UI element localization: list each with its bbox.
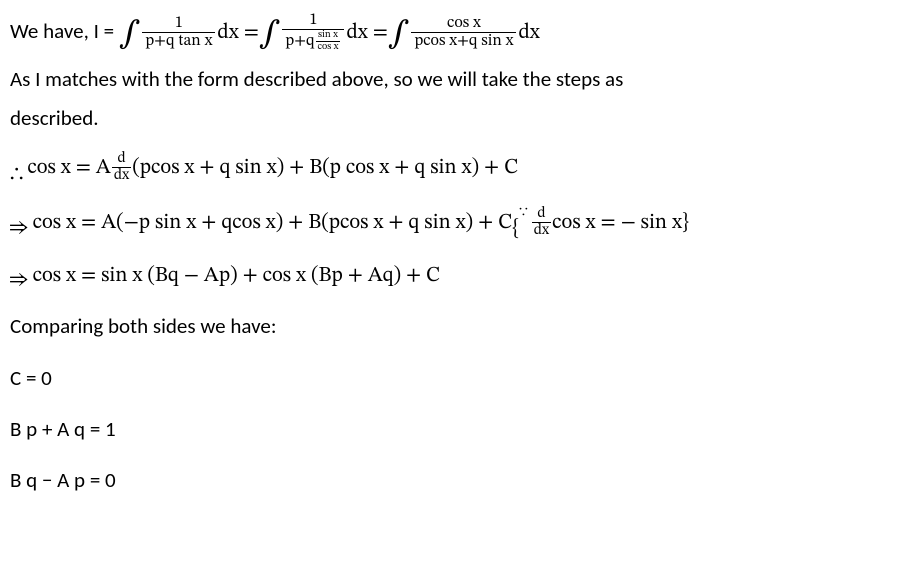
line-c-zero: C = 0 bbox=[10, 364, 895, 393]
text-described: described. bbox=[10, 104, 99, 133]
dx-tail: dx bbox=[518, 18, 539, 47]
dx-eq-2: dx = bbox=[346, 18, 387, 47]
line-therefore: ∴ cos x = A d dx (pcos x + q sin x) + B(… bbox=[10, 151, 895, 184]
text-bp-aq-1: B p + A q = 1 bbox=[10, 415, 116, 444]
therefore-symbol: ∴ bbox=[10, 159, 23, 188]
frac-d-dx-1: d dx bbox=[112, 151, 131, 184]
eq4-a: cos x = A(−p sin x + qcos x) + B(pcos x … bbox=[33, 208, 513, 237]
document-page: We have, I = ∫ 1 p+q tan x dx = ∫ 1 p+q … bbox=[0, 0, 905, 502]
eq-implies-1: cos x = A(−p sin x + qcos x) + B(pcos x … bbox=[33, 206, 689, 239]
eq3-a: cos x = A bbox=[27, 153, 111, 182]
implies-symbol-2: ⇒ bbox=[10, 265, 29, 294]
frac-2-den: p+q sin x cos x bbox=[282, 29, 344, 52]
integral-sign-3: ∫ bbox=[388, 19, 410, 51]
eq3-b: (pcos x + q sin x) + B(p cos x + q sin x… bbox=[132, 153, 518, 182]
line-bq-ap-0: B q − A p = 0 bbox=[10, 466, 895, 495]
implies-symbol-1: ⇒ bbox=[10, 213, 29, 242]
line-implies-2: ⇒ cos x = sin x (Bq − Ap) + cos x (Bp + … bbox=[10, 261, 895, 290]
frac-2: 1 p+q sin x cos x bbox=[282, 12, 344, 53]
nested-frac: sin x cos x bbox=[316, 30, 341, 52]
eq4-because: ∵ bbox=[519, 203, 528, 222]
line-bp-aq-1: B p + A q = 1 bbox=[10, 415, 895, 444]
frac-3: cos x pcos x+q sin x bbox=[411, 15, 516, 50]
eq5-a: cos x = sin x (Bq − Ap) + cos x (Bp + Aq… bbox=[33, 261, 440, 290]
text-as-matches: As I matches with the form described abo… bbox=[10, 65, 623, 94]
text-c-zero: C = 0 bbox=[10, 364, 52, 393]
integral-sign-1: ∫ bbox=[119, 19, 141, 51]
eq4-brace-l: { bbox=[512, 214, 519, 243]
line-as-matches: As I matches with the form described abo… bbox=[10, 65, 895, 94]
integral-sign-2: ∫ bbox=[259, 19, 281, 51]
integral-expression: ∫ 1 p+q tan x dx = ∫ 1 p+q sin x cos x d… bbox=[119, 12, 540, 53]
line-comparing: Comparing both sides we have: bbox=[10, 312, 895, 341]
line-implies-1: ⇒ cos x = A(−p sin x + qcos x) + B(pcos … bbox=[10, 206, 895, 239]
line-described: described. bbox=[10, 104, 895, 133]
eq-therefore: cos x = A d dx (pcos x + q sin x) + B(p … bbox=[27, 151, 518, 184]
dx-eq-1: dx = bbox=[217, 18, 258, 47]
eq4-brace-r: } bbox=[682, 208, 689, 237]
we-have-prefix: We have, I = bbox=[10, 17, 119, 46]
line-we-have: We have, I = ∫ 1 p+q tan x dx = ∫ 1 p+q … bbox=[10, 6, 895, 47]
frac-1: 1 p+q tan x bbox=[142, 15, 215, 50]
text-bq-ap-0: B q − A p = 0 bbox=[10, 466, 116, 495]
text-comparing: Comparing both sides we have: bbox=[10, 312, 276, 341]
eq4-b: cos x = − sin x bbox=[552, 208, 682, 237]
frac-d-dx-2: d dx bbox=[532, 206, 551, 239]
eq-implies-2: cos x = sin x (Bq − Ap) + cos x (Bp + Aq… bbox=[33, 261, 440, 290]
